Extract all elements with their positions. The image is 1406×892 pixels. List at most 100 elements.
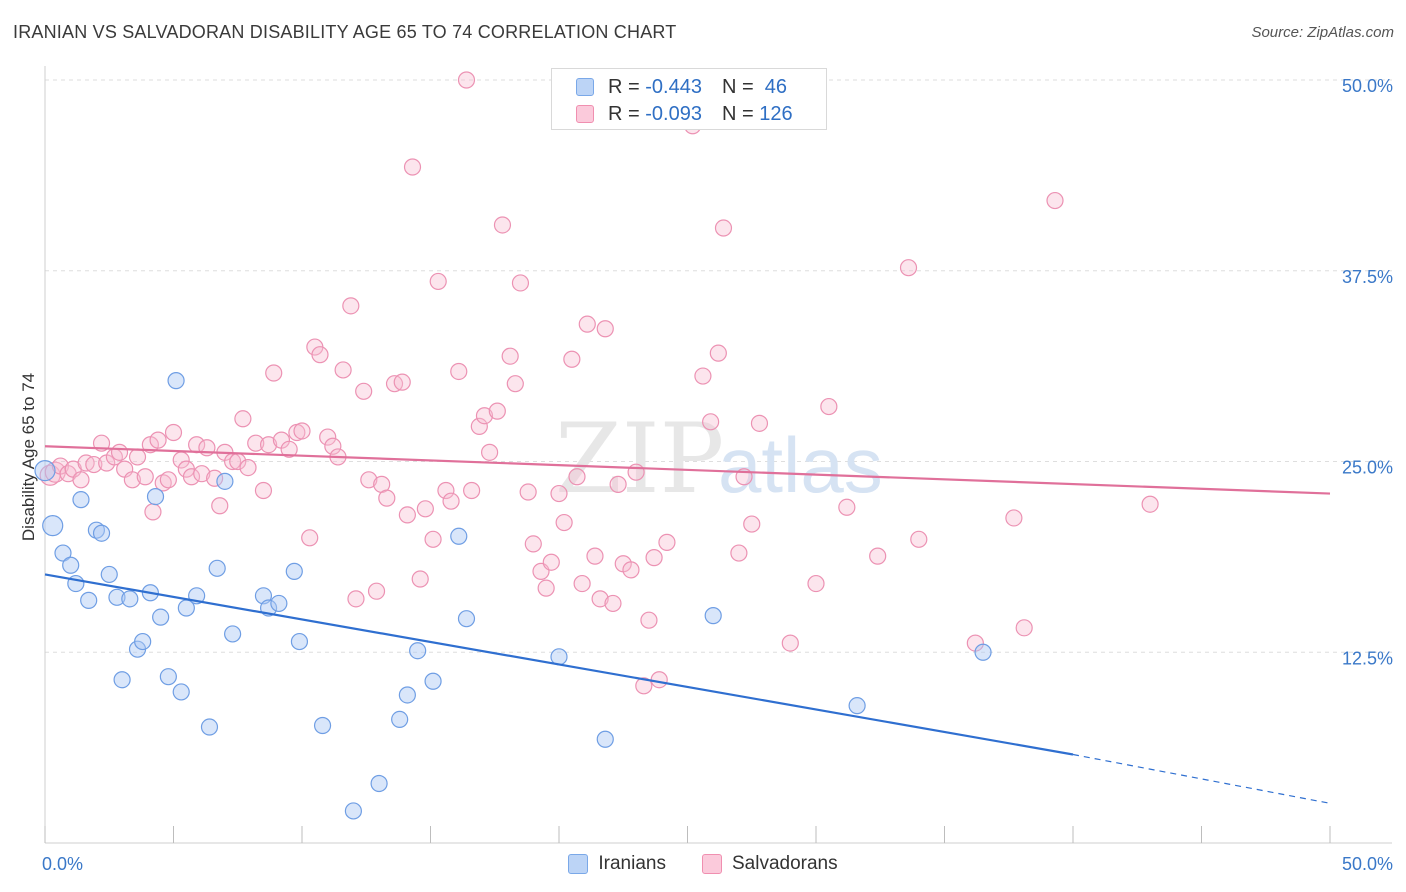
iranian-point	[62, 556, 80, 574]
iranian-point	[216, 472, 234, 490]
salvadorans-trend-line	[44, 445, 1331, 495]
salvadoran-point	[450, 362, 468, 381]
salvadoran-point	[144, 503, 162, 521]
salvadoran-point	[869, 547, 887, 565]
salvadoran-point	[807, 574, 825, 593]
legend-r-label: R =	[608, 102, 640, 125]
salvadoran-point	[596, 320, 614, 338]
iranian-point	[159, 668, 177, 686]
salvadoran-point	[182, 468, 201, 486]
salvadoran-point	[563, 350, 581, 368]
salvadoran-point	[398, 506, 416, 524]
legend-n-value-iranians: 46	[764, 75, 788, 98]
salvadoran-point	[730, 544, 748, 562]
y-axis-label: Disability Age 65 to 74	[19, 373, 38, 541]
x-tick-label: 0.0%	[42, 854, 83, 874]
salvadoran-point	[475, 407, 494, 425]
iranian-point	[34, 460, 56, 482]
salvadoran-point	[85, 455, 103, 474]
salvadoran-point	[429, 272, 447, 291]
iranian-point	[152, 608, 170, 626]
legend-n-label: N =	[721, 75, 754, 98]
iranian-point	[285, 562, 303, 580]
salvadoran-point	[149, 431, 167, 449]
salvadoran-point	[1005, 509, 1023, 527]
salvadoran-point	[586, 547, 604, 565]
salvadoran-point	[206, 469, 224, 487]
iranian-point	[344, 802, 362, 820]
iranian-point	[108, 588, 126, 606]
salvadoran-point	[537, 579, 555, 597]
salvadoran-point	[403, 158, 422, 176]
legend-r-label: R =	[608, 75, 640, 98]
salvadoran-point	[838, 498, 856, 516]
salvadoran-point	[470, 417, 488, 436]
iranian-point	[398, 686, 416, 704]
salvadoran-point	[342, 297, 360, 315]
salvadoran-point	[622, 561, 640, 579]
salvadoran-point	[640, 611, 658, 629]
salvadoran-point	[164, 423, 183, 442]
iranian-point	[424, 672, 442, 690]
legend-n-label: N =	[721, 102, 754, 125]
iranian-point	[146, 487, 165, 506]
series-swatch-salvadorans	[701, 854, 722, 874]
iranians-points	[34, 372, 992, 820]
x-tick-label: 50.0%	[1342, 854, 1393, 874]
salvadoran-point	[416, 500, 434, 518]
legend-n-value-salvadorans: 126	[759, 102, 793, 125]
salvadoran-point	[645, 549, 663, 567]
salvadoran-point	[247, 434, 265, 452]
salvadoran-point	[324, 437, 342, 455]
iranian-point	[92, 524, 111, 542]
iranian-point	[172, 683, 190, 701]
legend-swatch-iranians	[576, 78, 594, 96]
watermark: ZIP atlas	[555, 403, 883, 515]
salvadoran-point	[709, 344, 727, 362]
salvadoran-point	[542, 553, 560, 571]
salvadoran-point	[367, 582, 386, 600]
iranian-point	[704, 607, 722, 625]
series-legend-salvadorans: Salvadorans	[701, 853, 838, 875]
salvadoran-point	[1015, 619, 1033, 637]
salvadoran-point	[301, 529, 319, 547]
tick-labels: 12.5% 25.0% 37.5% 50.0% 0.0% 50.0%	[42, 76, 1393, 874]
iranian-point	[450, 527, 468, 545]
salvadoran-point	[501, 347, 519, 365]
iranian-point	[42, 514, 64, 537]
salvadoran-point	[1046, 191, 1064, 210]
salvadoran-point	[694, 367, 712, 385]
y-tick-label: 12.5%	[1342, 648, 1393, 668]
salvadoran-point	[493, 216, 512, 234]
y-tick-label: 37.5%	[1342, 267, 1393, 287]
salvadoran-point	[635, 677, 653, 695]
salvadoran-point	[463, 481, 481, 500]
salvadoran-point	[280, 440, 298, 458]
salvadoran-point	[555, 513, 573, 532]
iranian-point	[167, 372, 185, 390]
salvadoran-point	[481, 443, 499, 461]
iranian-point	[370, 774, 388, 793]
correlation-legend: R = -0.443 N = 46 R = -0.093 N = 126	[551, 68, 827, 130]
salvadoran-point	[573, 574, 591, 593]
iranian-point	[208, 559, 226, 577]
salvadoran-point	[1141, 495, 1159, 513]
salvadoran-point	[347, 590, 365, 608]
salvadoran-point	[72, 471, 90, 489]
salvadoran-point	[658, 533, 676, 551]
salvadoran-point	[457, 71, 476, 89]
iranian-point	[100, 565, 118, 584]
salvadoran-point	[424, 530, 442, 548]
salvadoran-point	[239, 459, 257, 477]
series-legend-iranians: Iranians	[568, 853, 666, 875]
series-label-iranians: Iranians	[598, 853, 666, 874]
salvadoran-point	[411, 570, 429, 588]
iranian-point	[113, 671, 131, 689]
watermark-atlas: atlas	[718, 421, 883, 509]
salvadoran-point	[714, 219, 733, 237]
salvadoran-point	[820, 397, 838, 416]
iranian-point	[596, 730, 614, 748]
salvadoran-point	[511, 274, 530, 292]
iranian-point	[200, 718, 219, 736]
